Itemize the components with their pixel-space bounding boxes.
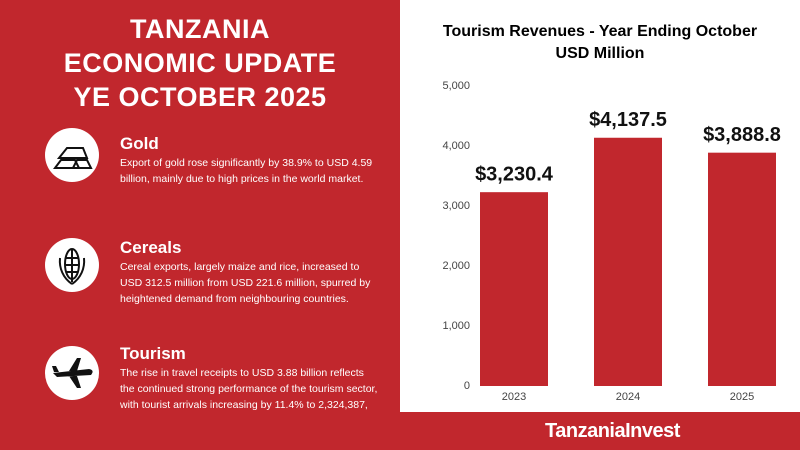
chart-title: Tourism Revenues - Year Ending October [443, 23, 757, 40]
brand: TanzaniaInvest [545, 420, 680, 442]
item-text: The rise in travel receipts to USD 3.88 … [120, 367, 378, 411]
x-tick-label: 2023 [502, 391, 526, 403]
icon-art [58, 248, 86, 285]
x-tick-label: 2024 [616, 391, 640, 403]
chart-subtitle: USD Million [556, 45, 645, 62]
bar [594, 137, 662, 386]
y-tick-label: 2,000 [442, 260, 470, 272]
headline: YE OCTOBER 2025 [73, 82, 327, 112]
gold-icon [45, 128, 99, 182]
headline: TANZANIA [130, 14, 270, 44]
y-tick-label: 0 [464, 380, 470, 392]
cereal-icon [45, 238, 99, 292]
y-tick-label: 5,000 [442, 80, 470, 92]
bar [480, 192, 548, 386]
chart: Tourism Revenues - Year Ending October U… [442, 23, 781, 403]
item-heading: Tourism [120, 344, 186, 363]
value-label: $3,888.8 [703, 124, 781, 146]
item-text: Cereal exports, largely maize and rice, … [120, 261, 371, 305]
headline: ECONOMIC UPDATE [63, 48, 337, 78]
item-heading: Gold [120, 134, 159, 153]
icon-art [53, 147, 93, 169]
x-tick-label: 2025 [730, 391, 754, 403]
chart-panel: Tourism Revenues - Year Ending October U… [400, 0, 800, 412]
item-text: Export of gold rose significantly by 38.… [120, 157, 373, 185]
y-tick-label: 1,000 [442, 320, 470, 332]
bar [708, 152, 776, 386]
item-heading: Cereals [120, 238, 182, 257]
value-label: $4,137.5 [589, 109, 667, 131]
tourism-icon [45, 346, 99, 400]
icon-art [52, 358, 93, 388]
y-tick-label: 4,000 [442, 140, 470, 152]
y-tick-label: 3,000 [442, 200, 470, 212]
value-label: $3,230.4 [475, 163, 554, 185]
